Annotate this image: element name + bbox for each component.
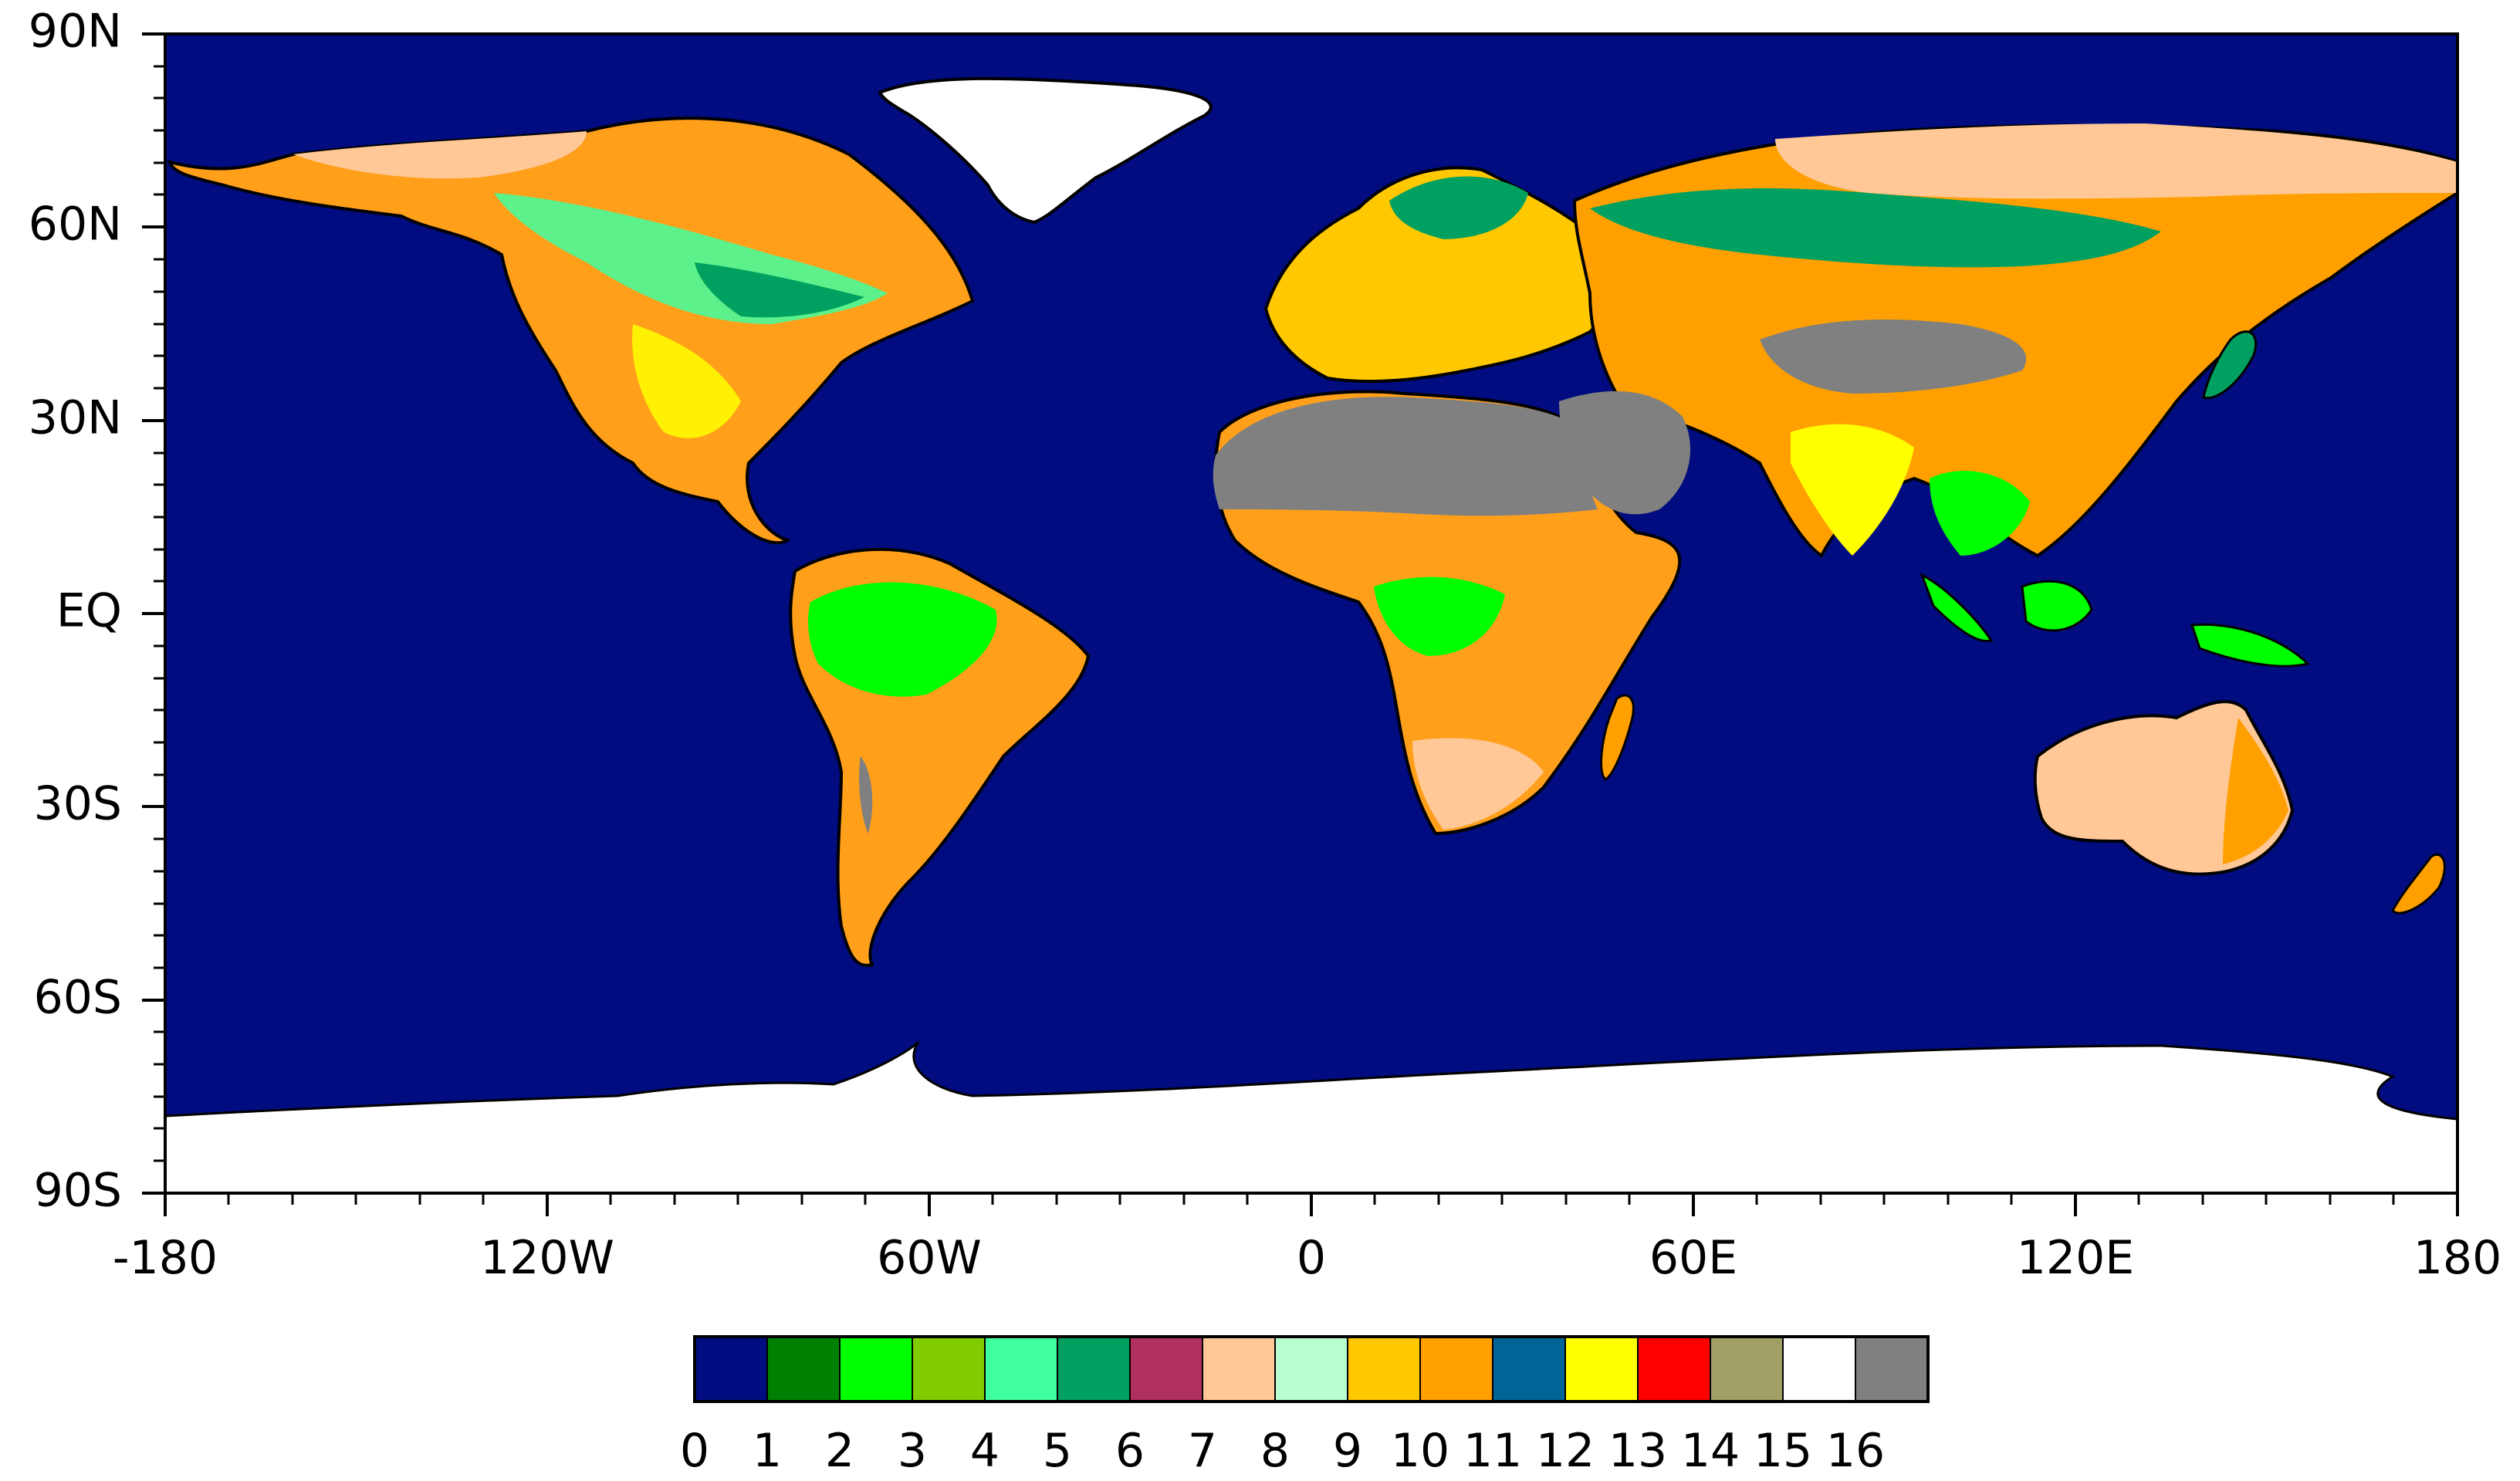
- x-axis-minor-ticks: [227, 1193, 2395, 1205]
- new-zealand: [2391, 854, 2446, 915]
- colorbar-label: 15: [1754, 1424, 1812, 1478]
- colorbar-swatch: [839, 1336, 913, 1402]
- y-axis-minor-ticks: [154, 65, 165, 1162]
- colorbar-label: 8: [1260, 1424, 1290, 1478]
- y-tick-label: 60N: [29, 198, 122, 252]
- y-tick-label: 90N: [29, 5, 122, 59]
- x-tick-label: 60E: [1649, 1231, 1737, 1285]
- siberia-forest: [1590, 188, 2161, 268]
- north-america: [167, 117, 975, 545]
- colorbar-label: 3: [898, 1424, 927, 1478]
- amazon-forest: [808, 582, 997, 697]
- colorbar-label: 14: [1681, 1424, 1740, 1478]
- y-tick-label: EQ: [56, 584, 122, 638]
- antarctica: [165, 1040, 2457, 1193]
- x-axis-labels: -180 120W 60W 0 60E 120E 180: [113, 1231, 2501, 1285]
- colorbar-swatch: [984, 1336, 1058, 1402]
- gobi-tibet-barren: [1760, 320, 2027, 394]
- colorbar-label: 13: [1608, 1424, 1667, 1478]
- colorbar-label: 5: [1043, 1424, 1072, 1478]
- y-tick-label: 90S: [34, 1164, 122, 1218]
- colorbar-swatch: [1564, 1336, 1639, 1402]
- colorbar-label: 12: [1536, 1424, 1595, 1478]
- colorbar-swatch: [1492, 1336, 1566, 1402]
- north-america-cropland: [632, 324, 741, 438]
- colorbar-swatch: [1274, 1336, 1348, 1402]
- colorbar-label: 16: [1826, 1424, 1885, 1478]
- andes-barren: [859, 756, 873, 833]
- sumatra: [1920, 572, 1994, 643]
- x-tick-label: 120E: [2017, 1231, 2134, 1285]
- colorbar-label: 2: [825, 1424, 854, 1478]
- colorbar-swatch: [1855, 1336, 1929, 1402]
- colorbar-label: 1: [753, 1424, 782, 1478]
- japan: [2202, 330, 2258, 400]
- siberia-tundra: [1775, 123, 2457, 199]
- colorbar-label: 0: [680, 1424, 709, 1478]
- tundra-north-america: [293, 131, 587, 179]
- y-tick-label: 30S: [34, 777, 122, 831]
- x-tick-label: 60W: [877, 1231, 982, 1285]
- x-tick-label: 180: [2413, 1231, 2502, 1285]
- colorbar-swatch: [694, 1336, 768, 1402]
- southeast-asia-forest: [1930, 471, 2030, 556]
- colorbar-label: 10: [1391, 1424, 1449, 1478]
- madagascar: [1600, 694, 1635, 781]
- y-axis-labels: 90N 60N 30N EQ 30S 60S 90S: [29, 5, 122, 1218]
- colorbar-swatch: [1637, 1336, 1711, 1402]
- colorbar-swatch: [1419, 1336, 1493, 1402]
- map-plot-area: [165, 34, 2457, 1193]
- y-tick-label: 60S: [34, 971, 122, 1025]
- colorbar-swatch: [1710, 1336, 1784, 1402]
- greenland: [878, 76, 1213, 225]
- colorbar-label: 6: [1115, 1424, 1145, 1478]
- sahara-barren: [1213, 397, 1598, 516]
- colorbar-label: 4: [970, 1424, 1000, 1478]
- borneo: [2021, 580, 2093, 632]
- colorbar: 0 1 2 3 4 5 6 7 8 9 10 11 12 13 14 15 16: [680, 1335, 1930, 1478]
- new-guinea: [2190, 623, 2310, 668]
- north-america-dense-forest: [695, 262, 864, 318]
- y-axis: [142, 32, 165, 1195]
- colorbar-frame: [693, 1335, 1930, 1403]
- x-tick-label: 0: [1297, 1231, 1326, 1285]
- colorbar-swatch: [1057, 1336, 1131, 1402]
- colorbar-swatch: [1129, 1336, 1203, 1402]
- colorbar-swatch: [1347, 1336, 1421, 1402]
- colorbar-swatch: [1782, 1336, 1856, 1402]
- x-axis: [164, 1193, 2459, 1216]
- arabia-barren: [1559, 391, 1690, 515]
- congo-forest: [1374, 577, 1505, 656]
- australia-east-savanna: [2223, 718, 2288, 864]
- colorbar-label: 11: [1463, 1424, 1522, 1478]
- colorbar-swatch: [766, 1336, 841, 1402]
- colorbar-label: 9: [1333, 1424, 1362, 1478]
- x-tick-label: 120W: [480, 1231, 614, 1285]
- colorbar-label: 7: [1188, 1424, 1217, 1478]
- colorbar-swatch: [1202, 1336, 1276, 1402]
- x-tick-label: -180: [113, 1231, 218, 1285]
- y-tick-label: 30N: [29, 391, 122, 445]
- india-cropland: [1791, 424, 1914, 556]
- scandinavia-forest: [1389, 176, 1528, 239]
- colorbar-swatch: [912, 1336, 986, 1402]
- south-africa-shrub: [1412, 738, 1544, 830]
